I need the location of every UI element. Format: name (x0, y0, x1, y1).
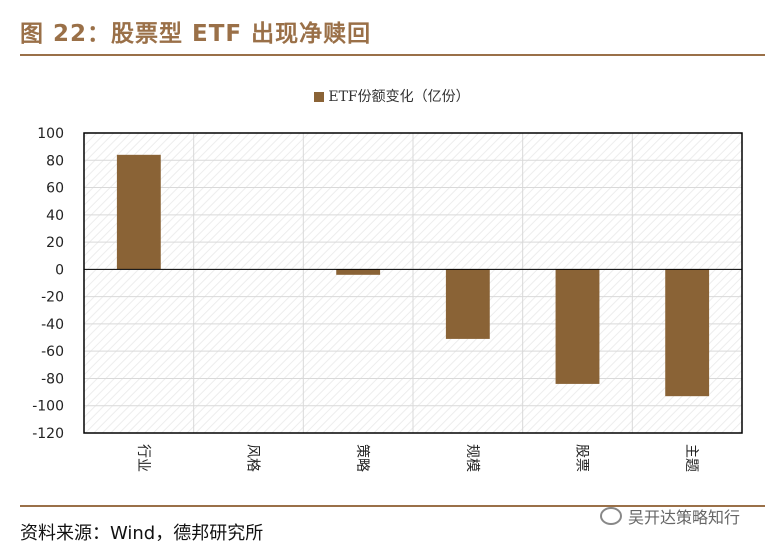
wechat-icon (600, 507, 622, 525)
bar-1 (116, 154, 161, 270)
y-tick-label: -60 (41, 344, 64, 360)
bar-4 (445, 269, 490, 339)
figure-title: 图 22：股票型 ETF 出现净赎回 (20, 21, 372, 47)
y-tick-label: 60 (46, 181, 64, 197)
legend-swatch (314, 92, 325, 102)
plot-frame (83, 132, 743, 434)
bar-5 (555, 269, 600, 384)
watermark: 吴开达策略知行 (600, 504, 740, 528)
y-tick-label: 40 (46, 208, 64, 224)
y-tick-label: 0 (55, 262, 64, 278)
y-tick-label: 100 (37, 126, 64, 142)
title-divider (20, 54, 765, 56)
y-tick-label: -120 (32, 426, 64, 442)
y-tick-label: -40 (41, 317, 64, 333)
y-tick-label: -80 (41, 371, 64, 387)
bar-6 (665, 269, 710, 397)
y-tick-label: 80 (46, 153, 64, 169)
x-tick-label: 风格 (245, 444, 261, 472)
bar-chart: 100 80 60 40 20 0 -20 -40 -60 -80 -100 -120 行业 风格 策略 规模… (32, 126, 743, 472)
footer-divider (20, 505, 765, 507)
chart-legend: ETF份额变化（亿份） (0, 86, 784, 106)
x-tick-label: 主题 (683, 444, 699, 472)
y-tick-label: -20 (41, 290, 64, 306)
source-note: 资料来源：Wind，德邦研究所 (20, 523, 264, 544)
bar-3 (336, 269, 381, 275)
watermark-text: 吴开达策略知行 (628, 508, 741, 527)
y-tick-label: -100 (32, 399, 64, 415)
y-tick-label: 20 (46, 235, 64, 251)
x-tick-label: 股票 (574, 444, 590, 472)
x-tick-label: 行业 (135, 444, 151, 472)
legend-label: ETF份额变化（亿份） (328, 89, 470, 105)
x-tick-label: 策略 (354, 444, 371, 472)
x-tick-label: 规模 (464, 444, 480, 472)
